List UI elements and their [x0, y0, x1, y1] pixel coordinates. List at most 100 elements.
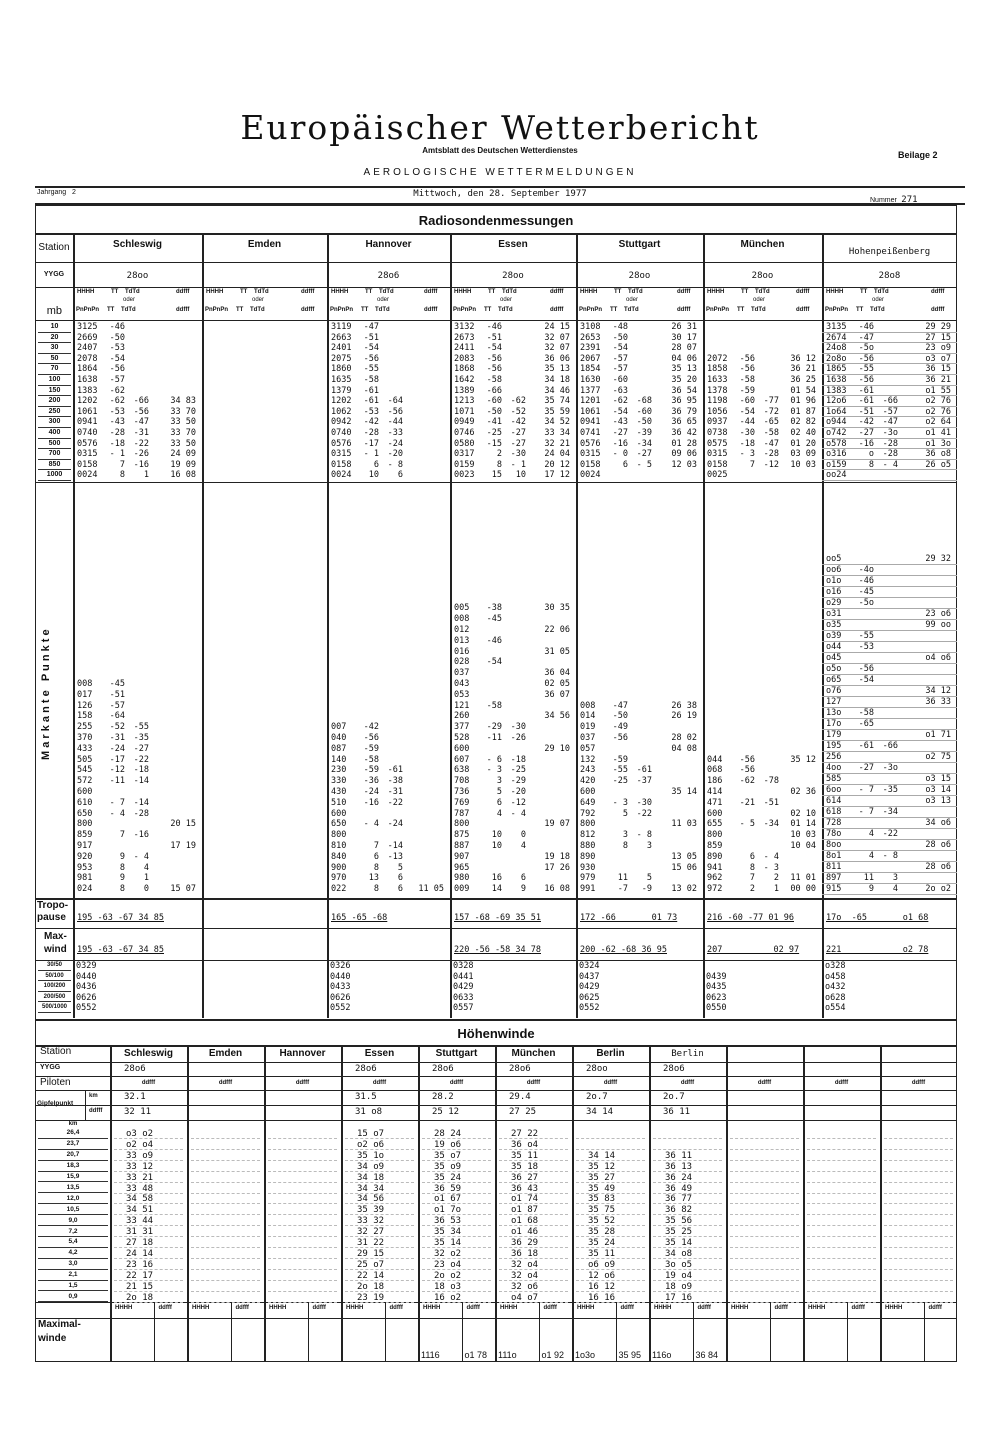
dewpoint-value: -34	[636, 438, 652, 449]
height-value: 255	[77, 722, 93, 733]
dashed-rule	[422, 1225, 491, 1227]
temperature-value: -59	[612, 754, 628, 765]
height-value: 0738	[707, 428, 728, 438]
dashed-rule	[191, 1290, 260, 1292]
height-value: o31	[826, 609, 842, 619]
significant-point-row: 037 36 04	[450, 668, 576, 679]
upper-wind-value: 34 58	[126, 1194, 154, 1205]
mandatory-level-row: 0949 -41 -42 34 52	[450, 417, 576, 428]
wind-value: o3 o7	[925, 353, 951, 364]
temperature-value: -55	[858, 631, 874, 641]
tropopause-value: 216 -60 -77 01 96	[707, 913, 794, 923]
subtitle: Amtsblatt des Deutschen Wetterdienstes	[422, 146, 578, 155]
wind-value: 00 00	[790, 884, 816, 895]
col-hhhh: HHHH	[77, 289, 95, 295]
height-value: 430	[331, 787, 347, 797]
significant-point-row: o29 -5o	[822, 598, 957, 609]
mandatory-level-row: oo24	[822, 470, 957, 481]
dashed-rule	[884, 1148, 953, 1150]
dashed-rule	[114, 1181, 183, 1183]
significant-point-row: 887 10 4	[450, 841, 576, 852]
summit-height: 2o.7	[586, 1092, 608, 1102]
height-value: 1633	[707, 375, 728, 385]
dewpoint-value: -64	[387, 396, 403, 407]
dewpoint-value: -22	[387, 797, 403, 808]
height-value: 572	[77, 776, 93, 787]
hw-piloten-ddfff: ddfff	[218, 1080, 233, 1086]
dashed-rule	[730, 1192, 799, 1194]
dashed-rule	[730, 1203, 799, 1205]
temperature-value: -54	[363, 343, 379, 354]
upper-wind-value: 36 13	[665, 1161, 693, 1172]
dashed-rule	[422, 1301, 491, 1303]
mandatory-level-row: 0941 -43 -47 33 50	[73, 417, 202, 428]
dashed-rule	[114, 1203, 183, 1205]
temperature-value: - 4	[109, 808, 125, 819]
significant-point-row: 618 - 7 -34	[822, 807, 957, 818]
wind-value: o3 13	[925, 796, 951, 806]
wind-value: 24 09	[170, 449, 196, 460]
temperature-value: -54	[486, 343, 502, 354]
grid-line	[822, 233, 824, 1018]
significant-point-row: 800 19 07	[450, 819, 576, 830]
altitude-level-label: 4,2	[38, 1248, 108, 1259]
height-value: 607	[454, 754, 470, 765]
mandatory-level-row: 12o6 -61 -66 o2 76	[822, 396, 957, 407]
dewpoint-value: 2	[773, 873, 779, 884]
dewpoint-value: -77	[763, 396, 779, 407]
wind-value: 36 33	[925, 697, 951, 707]
upper-wind-value: 36 o4	[511, 1139, 539, 1150]
wind-value: 35 74	[544, 396, 570, 407]
significant-point-row: 600 29 10	[450, 744, 576, 755]
col-ddfff: ddfff	[677, 307, 691, 313]
height-value: oo6	[826, 565, 842, 575]
height-value: 230	[331, 765, 347, 776]
altitude-level-label: 0,9	[38, 1292, 108, 1303]
dewpoint-value: -68	[636, 396, 652, 407]
dewpoint-value: -26	[510, 733, 526, 743]
height-value: 2083	[454, 353, 475, 364]
mandatory-level-row: 0158 6 - 8	[327, 460, 450, 471]
dashed-rule	[499, 1290, 568, 1292]
dashed-rule	[268, 1225, 337, 1227]
wind-value: 17 19	[170, 841, 196, 851]
max-hhhh-header: HHHH	[192, 1305, 210, 1311]
significant-point-row: 022 8 6 11 05	[327, 884, 450, 895]
col-hhhh: HHHH	[206, 289, 224, 295]
pressure-level-label: 50	[38, 354, 71, 365]
wind-value: 26 38	[671, 700, 697, 711]
temperature-value: -29	[486, 722, 502, 733]
mandatory-level-row: 2072 -56 36 12	[703, 354, 822, 365]
significant-point-row: 962 7 2 11 01	[703, 873, 822, 884]
col-ddfff: ddfff	[931, 289, 945, 295]
grid-line	[35, 482, 957, 483]
height-value: 007	[331, 722, 347, 733]
dashed-rule	[576, 1257, 645, 1259]
temperature-value: -62	[612, 396, 628, 407]
significant-point-row: 585 o3 15	[822, 774, 957, 785]
dewpoint-value: -20	[387, 449, 403, 460]
upper-wind-value: 23 o4	[434, 1259, 462, 1270]
height-value: o76	[826, 686, 842, 696]
km-header: km	[68, 1120, 78, 1127]
dashed-rule	[422, 1268, 491, 1270]
mandatory-level-row: 2663 -51	[327, 333, 450, 344]
dewpoint-value: 1	[143, 470, 149, 481]
wind-value: o2 64	[925, 417, 951, 428]
wind-value: 04 08	[671, 743, 697, 754]
wind-value: 36 79	[671, 406, 697, 417]
height-value: 1389	[454, 385, 475, 396]
upper-wind-value: 36 27	[511, 1172, 539, 1183]
dewpoint-value: -47	[763, 438, 779, 449]
col-tt: TT	[111, 289, 119, 295]
col-tt: TT	[240, 289, 248, 295]
height-value: 890	[707, 851, 723, 862]
wind-value: o1 55	[925, 385, 951, 396]
hw-station-name: Stuttgart	[435, 1048, 478, 1059]
significant-point-row: o35 99 oo	[822, 620, 957, 631]
divider	[35, 186, 965, 188]
mandatory-level-row: 0740 -28 -31 33 70	[73, 428, 202, 439]
height-value: oo24	[826, 470, 847, 481]
mandatory-level-row: 1056 -54 -72 01 87	[703, 407, 822, 418]
height-value: 618	[826, 807, 842, 817]
